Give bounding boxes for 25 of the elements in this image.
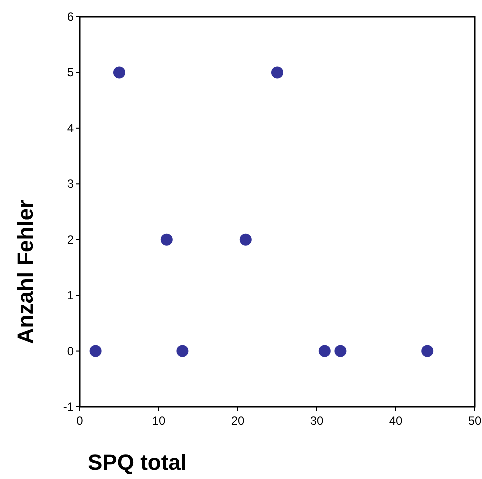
point — [240, 234, 252, 246]
y-tick-label: -1 — [63, 400, 74, 414]
x-tick-label: 30 — [310, 414, 324, 428]
x-tick-label: 20 — [231, 414, 245, 428]
y-axis-title: Anzahl Fehler — [13, 199, 38, 344]
x-tick-label: 40 — [389, 414, 403, 428]
point — [114, 66, 126, 79]
y-tick-label: 5 — [67, 66, 74, 80]
point — [90, 345, 102, 358]
point — [318, 345, 331, 358]
point — [160, 234, 173, 246]
x-tick-label: 0 — [76, 414, 84, 428]
point — [334, 345, 347, 358]
y-tick-label: 0 — [67, 344, 74, 358]
y-tick-label: 3 — [67, 177, 74, 192]
x-tick-label: 50 — [468, 414, 482, 428]
y-tick-label: 6 — [67, 10, 74, 24]
point — [422, 345, 434, 358]
x-axis-title: SPQ total — [88, 450, 188, 475]
y-tick-label: 4 — [67, 121, 74, 136]
point — [272, 66, 284, 79]
y-tick-label: 1 — [67, 288, 74, 303]
point — [176, 345, 189, 358]
y-tick-label: 2 — [67, 232, 74, 247]
x-tick-label: 10 — [152, 414, 166, 428]
